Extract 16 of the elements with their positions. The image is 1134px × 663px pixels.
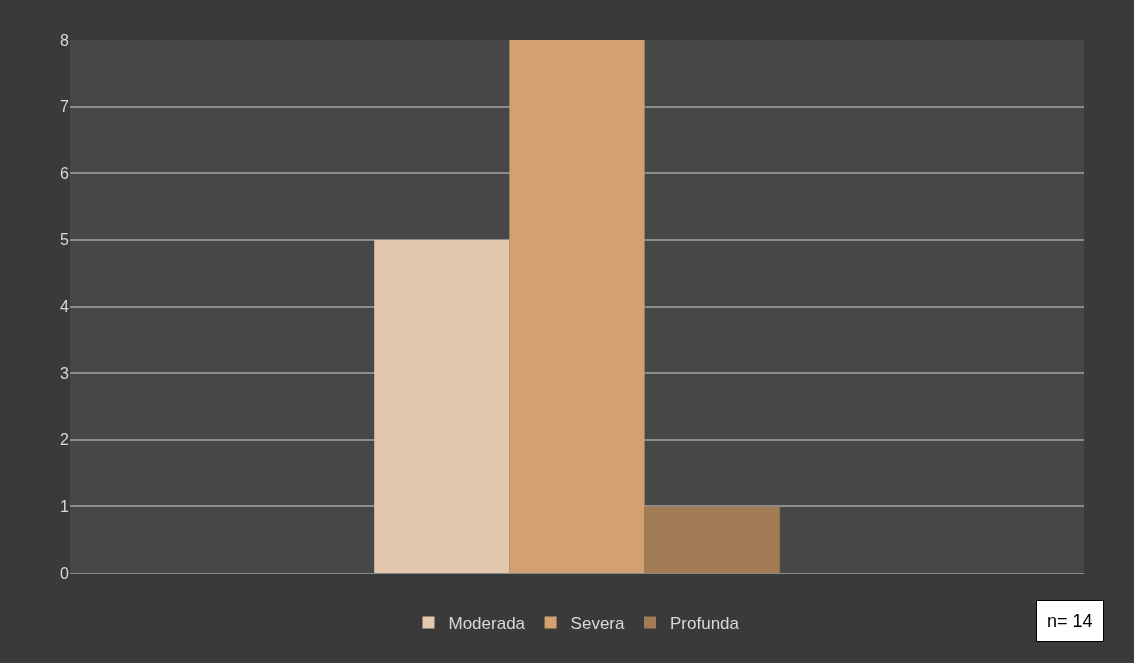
legend-label: Severa (570, 614, 625, 634)
y-tick-label: 1 (60, 497, 70, 515)
y-tick-label: 7 (60, 98, 70, 116)
y-tick-label: 2 (60, 431, 70, 449)
y-tick-label: 6 (60, 164, 70, 182)
y-tick-label: 4 (60, 298, 70, 316)
legend-label: Moderada (448, 614, 526, 634)
y-tick-label: 0 (60, 564, 70, 582)
bar (644, 506, 780, 573)
bar (509, 40, 645, 573)
text: n= 14 (1047, 611, 1093, 631)
bar (374, 239, 510, 573)
y-tick-label: 5 (60, 231, 70, 249)
legend-label: Profunda (670, 614, 740, 634)
y-tick-label: 8 (60, 31, 70, 49)
y-tick-label: 3 (60, 364, 70, 382)
